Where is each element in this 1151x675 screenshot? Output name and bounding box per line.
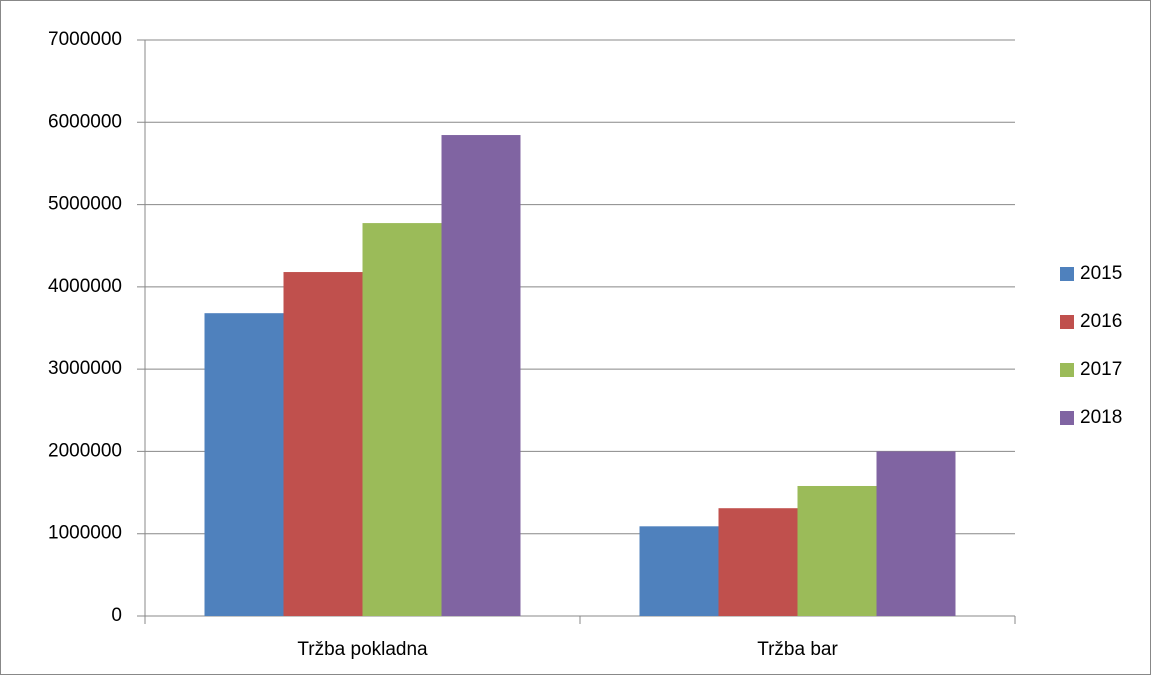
y-tick-label: 1000000	[48, 523, 122, 544]
legend-swatch	[1060, 267, 1074, 281]
legend-label: 2015	[1080, 263, 1122, 284]
legend-label: 2017	[1080, 359, 1122, 380]
y-tick-label: 3000000	[48, 358, 122, 379]
bar	[204, 313, 284, 616]
bar	[441, 135, 521, 617]
x-tick-label: Tržba bar	[757, 639, 838, 660]
bar	[797, 485, 877, 616]
bar	[718, 508, 798, 616]
y-tick-label: 4000000	[48, 276, 122, 297]
bar	[876, 451, 956, 616]
y-tick-label: 0	[111, 605, 122, 626]
legend-swatch	[1060, 411, 1074, 425]
y-tick-label: 5000000	[48, 194, 122, 215]
y-tick-label: 7000000	[48, 29, 122, 50]
y-tick-label: 2000000	[48, 440, 122, 461]
legend-label: 2018	[1080, 407, 1122, 428]
bar	[283, 272, 363, 616]
legend-swatch	[1060, 363, 1074, 377]
legend-swatch	[1060, 315, 1074, 329]
x-tick-label: Tržba pokladna	[297, 639, 428, 660]
bar	[639, 526, 719, 616]
bar	[362, 223, 442, 617]
y-tick-label: 6000000	[48, 111, 122, 132]
legend-label: 2016	[1080, 311, 1122, 332]
